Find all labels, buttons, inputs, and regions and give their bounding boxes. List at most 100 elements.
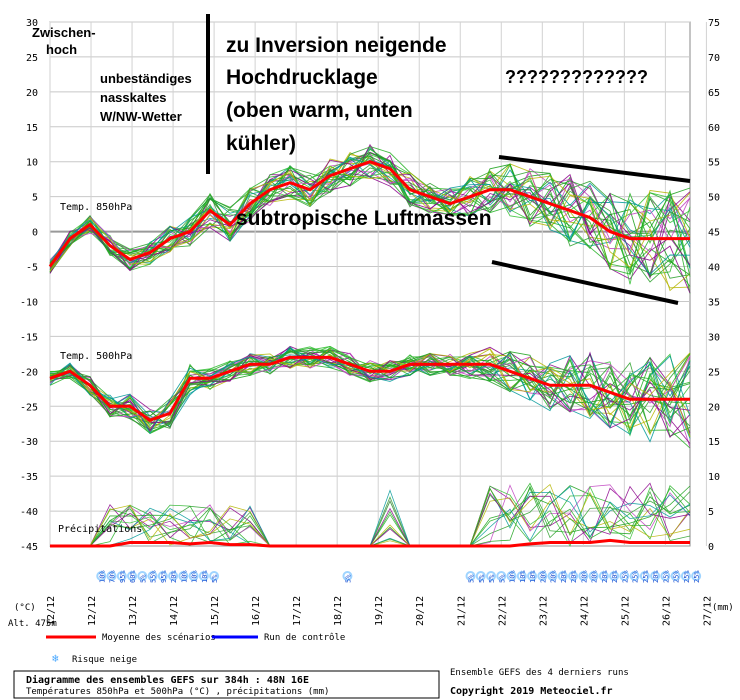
snow-risk-percent: 10% — [529, 570, 537, 583]
x-tick-label: 17/12 — [292, 596, 303, 626]
snow-risk-marker — [578, 571, 589, 581]
right-tick-label: 20 — [708, 402, 720, 413]
snow-risk-marker — [639, 571, 650, 581]
x-tick-label: 20/12 — [415, 596, 426, 626]
left-tick-label: 30 — [26, 18, 38, 29]
snow-risk-marker — [568, 571, 579, 581]
annotation-inversion-4: kühler) — [226, 132, 296, 155]
left-tick-label: 15 — [26, 123, 38, 134]
annotations: Zwischen- hoch unbeständiges nasskaltes … — [32, 14, 691, 305]
snow-risk-marker — [609, 571, 620, 581]
snow-risk-marker — [680, 571, 691, 581]
annotation-inversion-3: (oben warm, unten — [226, 99, 413, 122]
right-tick-label: 55 — [708, 158, 720, 169]
ensemble-member-500 — [49, 351, 691, 432]
footer-copyright: Copyright 2019 Meteociel.fr — [450, 685, 613, 697]
annotation-inversion-1: zu Inversion neigende — [226, 34, 447, 57]
snow-risk-percent: 5% — [488, 574, 496, 583]
ensemble-member-500 — [49, 350, 691, 422]
left-tick-label: -20 — [20, 367, 38, 378]
x-tick-label: 25/12 — [620, 596, 631, 626]
left-tick-label: -15 — [20, 332, 38, 343]
snowflake-icon: ❄ — [52, 652, 59, 665]
x-tick-label: 12/12 — [46, 596, 57, 626]
snow-risk-marker — [465, 571, 476, 581]
x-tick-label: 26/12 — [661, 596, 672, 626]
x-tick-label: 12/12 — [87, 596, 98, 626]
snow-risk-marker — [168, 571, 179, 581]
snow-risk-marker — [157, 571, 168, 581]
snow-risk-marker — [127, 571, 138, 581]
ensemble-member-850 — [49, 166, 691, 292]
snow-risk-marker — [96, 571, 107, 581]
ensemble-member-500 — [49, 352, 691, 424]
snow-risk-percent: 5% — [211, 574, 219, 583]
label-temp-850: Temp. 850hPa — [60, 202, 132, 213]
annotation-trend-lower — [491, 260, 679, 305]
snow-risk-marker — [137, 571, 148, 581]
ensemble-members — [49, 143, 691, 449]
left-tick-label: -5 — [26, 263, 38, 274]
snow-risk-percent: 70% — [109, 570, 117, 583]
snow-risk-marker — [670, 571, 681, 581]
right-tick-label: 70 — [708, 53, 720, 64]
snow-risk-percent: 20% — [550, 570, 558, 583]
snow-risk-marker — [188, 571, 199, 581]
label-precipitations: Précipitations — [58, 523, 142, 535]
snow-risk-percent: 20% — [652, 570, 660, 583]
left-tick-label: -30 — [20, 437, 38, 448]
snow-risk-percent: 25% — [632, 570, 640, 583]
right-tick-label: 15 — [708, 437, 720, 448]
footer-runs-note: Ensemble GEFS des 4 derniers runs — [450, 668, 629, 678]
right-tick-label: 60 — [708, 123, 720, 134]
snow-risk-percent: 10% — [519, 570, 527, 583]
right-tick-label: 5 — [708, 507, 714, 518]
annotation-trend-upper — [498, 155, 691, 183]
left-tick-label: 0 — [32, 228, 38, 239]
left-axis-unit: (°C) — [14, 603, 36, 613]
legend-control-label: Run de contrôle — [264, 632, 345, 643]
snow-risk-percent: 25% — [693, 570, 701, 583]
snow-risk-percent: 20% — [170, 570, 178, 583]
x-tick-label: 22/12 — [497, 596, 508, 626]
snow-risk-percent: 25% — [642, 570, 650, 583]
snow-risk-marker — [660, 571, 671, 581]
right-tick-label: 10 — [708, 472, 720, 483]
snow-risk-marker — [209, 571, 220, 581]
annotation-zwischenhoch-1: Zwischen- — [32, 25, 96, 40]
snow-risk-marker — [496, 571, 507, 581]
snow-risk-marker — [527, 571, 538, 581]
left-tick-label: -10 — [20, 297, 38, 308]
footer-box — [13, 670, 440, 699]
snow-risk-marker — [506, 571, 517, 581]
snow-risk-percent: 20% — [539, 570, 547, 583]
right-tick-label: 40 — [708, 263, 720, 274]
ensemble-member-850 — [49, 165, 691, 285]
right-tick-label: 75 — [708, 18, 720, 29]
mean-lines — [48, 160, 690, 548]
right-tick-label: 25 — [708, 367, 720, 378]
legend-mean-label: Moyenne des scénarios — [102, 632, 216, 643]
snow-risk-marker — [516, 571, 527, 581]
snow-risk-marker — [178, 571, 189, 581]
snow-risk-percent: 10% — [98, 570, 106, 583]
mean-line-500 — [49, 355, 690, 422]
snow-risk-percent: 95% — [160, 570, 168, 583]
right-tick-label: 65 — [708, 88, 720, 99]
altitude-label: Alt. 475m — [8, 619, 57, 629]
snow-risk-percent: 5% — [344, 574, 352, 583]
snow-risk-percent: 95% — [119, 570, 127, 583]
snow-risk-marker — [557, 571, 568, 581]
snow-risk-marker — [106, 571, 117, 581]
annotation-question-marks: ????????????? — [505, 67, 648, 87]
snow-risk-percent: 5% — [498, 574, 506, 583]
right-axis-unit: (mm) — [712, 603, 734, 613]
x-tick-label: 19/12 — [374, 596, 385, 626]
left-tick-label: 10 — [26, 158, 38, 169]
snow-risk-percent: 5% — [478, 574, 486, 583]
ensemble-member-500 — [49, 348, 691, 435]
ensemble-member-500 — [49, 353, 691, 419]
x-tick-label: 18/12 — [333, 596, 344, 626]
